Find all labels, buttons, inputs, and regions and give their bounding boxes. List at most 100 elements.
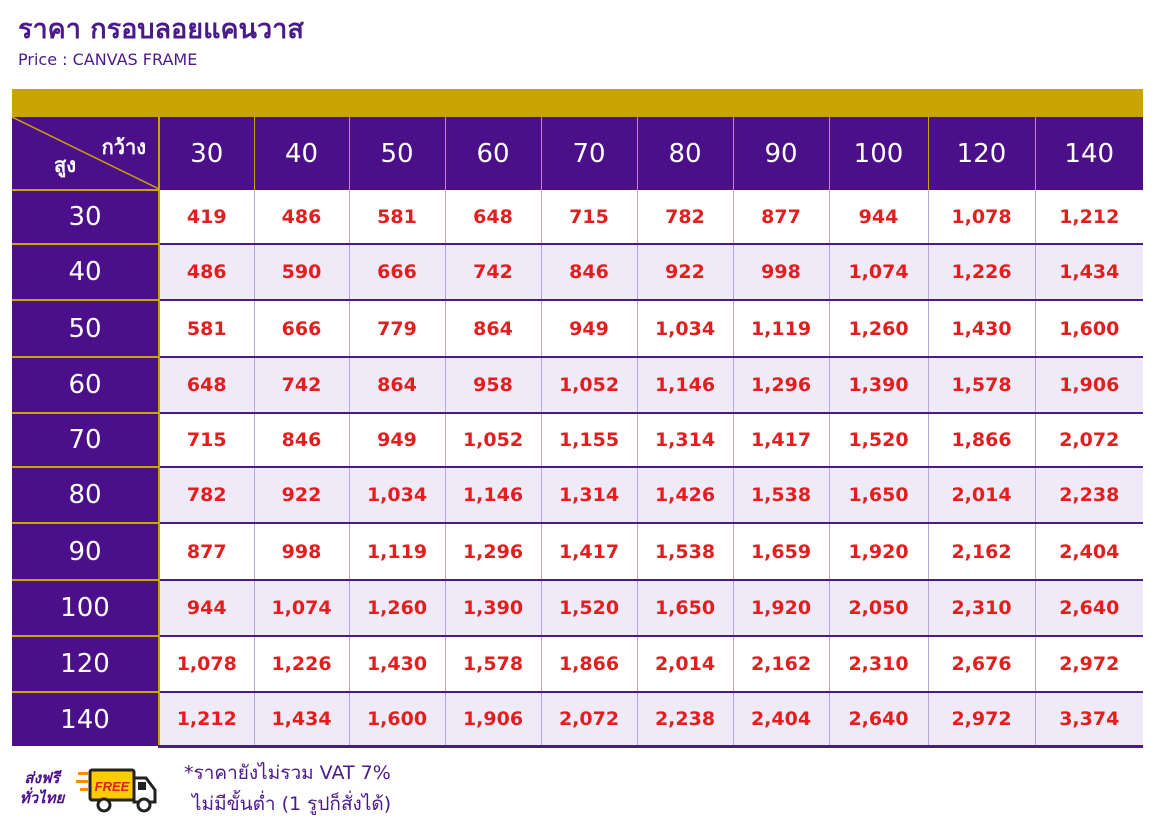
table-corner-cell: กว้าง สูง: [12, 117, 160, 190]
price-cell: 1,538: [636, 522, 733, 580]
table-row: 30 419 486 581 648 715 782 877 944 1,078 1,212: [12, 189, 1143, 244]
price-cell: 864: [444, 299, 541, 357]
price-cell: 666: [253, 299, 349, 357]
price-cell: 1,296: [732, 356, 829, 413]
price-cell: 944: [158, 579, 254, 636]
row-header-height-120: 120: [12, 635, 160, 692]
minimum-order-note: ไม่มีขั้นต่ำ (1 รูปก็สั่งได้): [192, 793, 392, 815]
price-cell: 1,434: [253, 691, 349, 748]
price-cell: 648: [444, 190, 541, 244]
row-header-height-100: 100: [12, 579, 160, 636]
price-cell: 1,146: [636, 356, 733, 413]
column-header-width-30: 30: [158, 117, 254, 190]
price-cell: 998: [253, 522, 349, 580]
price-cell: 715: [540, 190, 637, 244]
price-cell: 1,119: [732, 299, 829, 357]
price-cell: 2,310: [927, 579, 1035, 636]
price-cell: 1,226: [927, 243, 1035, 300]
column-header-row: กว้าง สูง 30 40 50 60 70 80 90 100 120 140: [12, 117, 1143, 190]
price-cell: 1,578: [444, 635, 541, 692]
price-cell: 1,600: [348, 691, 445, 748]
table-row: 90 877 998 1,119 1,296 1,417 1,538 1,659 1,920 2,…: [12, 522, 1143, 580]
price-cell: 958: [444, 356, 541, 413]
price-cell: 486: [253, 190, 349, 244]
page-title: ราคา กรอบลอยแคนวาส: [18, 14, 304, 45]
truck-free-label: FREE: [95, 779, 130, 794]
price-cell: 1,430: [348, 635, 445, 692]
table-row: 40 486 590 666 742 846 922 998 1,074 1,226 1,434: [12, 243, 1143, 300]
price-cell: 2,238: [1034, 466, 1143, 523]
price-cell: 715: [158, 412, 254, 467]
price-cell: 1,155: [540, 412, 637, 467]
price-cell: 1,520: [540, 579, 637, 636]
price-cell: 1,390: [828, 356, 928, 413]
price-cell: 648: [158, 356, 254, 413]
column-header-width-80: 80: [636, 117, 733, 190]
price-table: กว้าง สูง 30 40 50 60 70 80 90 100 120 140 30 419 4…: [12, 117, 1143, 748]
price-cell: 1,052: [540, 356, 637, 413]
price-cell: 1,078: [158, 635, 254, 692]
price-cell: 846: [540, 243, 637, 300]
width-axis-label: กว้าง: [101, 135, 146, 159]
price-cell: 2,014: [636, 635, 733, 692]
price-cell: 1,260: [348, 579, 445, 636]
column-header-width-90: 90: [732, 117, 829, 190]
price-cell: 2,050: [828, 579, 928, 636]
price-cell: 1,430: [927, 299, 1035, 357]
column-header-width-140: 140: [1034, 117, 1143, 190]
price-cell: 742: [444, 243, 541, 300]
price-cell: 590: [253, 243, 349, 300]
price-cell: 1,314: [540, 466, 637, 523]
table-row: 50 581 666 779 864 949 1,034 1,119 1,260 1,430 1,6…: [12, 299, 1143, 357]
table-row: 80 782 922 1,034 1,146 1,314 1,426 1,538 1,650 2,…: [12, 466, 1143, 523]
price-cell: 1,260: [828, 299, 928, 357]
row-header-height-30: 30: [12, 189, 160, 244]
free-shipping-line1: ส่งฟรี: [24, 769, 60, 787]
price-cell: 1,920: [828, 522, 928, 580]
price-cell: 922: [253, 466, 349, 523]
price-cell: 782: [158, 466, 254, 523]
column-header-width-120: 120: [927, 117, 1035, 190]
corner-diagonal-line: [12, 117, 159, 189]
price-cell: 846: [253, 412, 349, 467]
price-cell: 1,212: [158, 691, 254, 748]
free-shipping-label: ส่งฟรี ทั่วไทย: [16, 768, 68, 808]
table-row: 140 1,212 1,434 1,600 1,906 2,072 2,238 2,404 2,…: [12, 691, 1143, 748]
price-cell: 1,212: [1034, 190, 1143, 244]
price-cell: 864: [348, 356, 445, 413]
price-cell: 1,074: [253, 579, 349, 636]
row-header-height-140: 140: [12, 691, 160, 746]
header-accent-bar: [12, 89, 1143, 117]
price-cell: 949: [540, 299, 637, 357]
row-header-height-80: 80: [12, 466, 160, 523]
price-cell: 922: [636, 243, 733, 300]
column-header-width-60: 60: [444, 117, 541, 190]
price-cell: 1,226: [253, 635, 349, 692]
price-cell: 1,538: [732, 466, 829, 523]
delivery-truck-icon: FREE: [76, 768, 157, 813]
price-cell: 742: [253, 356, 349, 413]
price-cell: 1,866: [927, 412, 1035, 467]
table-row: 120 1,078 1,226 1,430 1,578 1,866 2,014 2,162 2,…: [12, 635, 1143, 692]
price-cell: 1,034: [348, 466, 445, 523]
column-header-width-100: 100: [828, 117, 928, 190]
price-cell: 2,072: [1034, 412, 1143, 467]
price-cell: 419: [158, 190, 254, 244]
row-header-height-90: 90: [12, 522, 160, 580]
price-cell: 2,404: [1034, 522, 1143, 580]
price-cell: 1,314: [636, 412, 733, 467]
price-cell: 1,296: [444, 522, 541, 580]
price-cell: 1,417: [732, 412, 829, 467]
price-cell: 2,310: [828, 635, 928, 692]
price-cell: 2,404: [732, 691, 829, 748]
column-header-width-50: 50: [348, 117, 445, 190]
price-cell: 2,676: [927, 635, 1035, 692]
price-cell: 2,072: [540, 691, 637, 748]
price-cell: 1,578: [927, 356, 1035, 413]
price-cell: 2,640: [1034, 579, 1143, 636]
price-cell: 1,650: [828, 466, 928, 523]
price-cell: 1,074: [828, 243, 928, 300]
price-cell: 581: [348, 190, 445, 244]
height-axis-label: สูง: [54, 153, 76, 177]
price-cell: 2,014: [927, 466, 1035, 523]
